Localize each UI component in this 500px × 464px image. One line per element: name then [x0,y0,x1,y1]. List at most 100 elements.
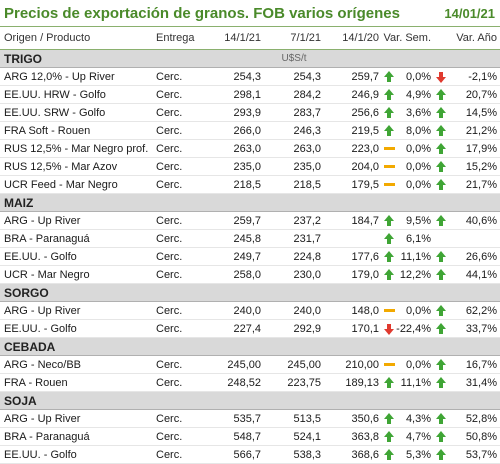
delivery: Cerc. [152,139,204,158]
var-sem-value: 12,2% [396,265,435,284]
table-row: ARG 12,0% - Up River Cerc. 254,3 254,3 259,7… [0,67,500,86]
var-ano-value: 21,7% [448,175,500,194]
table-row: ARG - Up River Cerc. 535,7 513,5 350,6 4,3% 52… [0,409,500,428]
price-date-2: 245,00 [264,355,324,374]
arrow-up-icon [436,430,447,442]
arrow-up-icon [384,214,394,226]
arrow-up-icon [436,160,447,172]
price-date-2: 283,7 [264,103,324,122]
delivery: Cerc. [152,427,204,446]
table-row: FRA Soft - Rouen Cerc. 266,0 246,3 219,5 8,0%… [0,121,500,140]
delivery: Cerc. [152,409,204,428]
category-name: CEBADA [0,337,204,356]
var-sem-value: 0,0% [396,175,435,194]
arrow-up-icon [436,250,447,262]
price-date-1: 235,0 [204,157,264,176]
delivery: Cerc. [152,103,204,122]
product-name: UCR Feed - Mar Negro [0,175,152,194]
product-name: RUS 12,5% - Mar Azov [0,157,152,176]
var-ano-indicator [434,121,449,140]
arrow-up-icon [436,88,447,100]
delivery: Cerc. [152,175,204,194]
price-date-3: 189,13 [324,373,382,392]
var-sem-indicator [382,373,396,392]
price-date-1: 249,7 [204,247,264,266]
category-spacer [204,193,264,212]
price-date-2: 231,7 [264,229,324,248]
var-ano-value: 20,7% [448,85,500,104]
table-row: EE.UU. - Golfo Cerc. 249,7 224,8 177,6 11,1% 2… [0,247,500,266]
table-row: ARG - Up River Cerc. 259,7 237,2 184,7 9,5% 40… [0,211,500,230]
price-date-3: 350,6 [324,409,382,428]
var-sem-indicator [382,211,396,230]
price-date-2: 237,2 [264,211,324,230]
delivery: Cerc. [152,247,204,266]
var-sem-value: 3,6% [396,103,435,122]
category-row: MAIZ [0,193,500,212]
table-row: UCR Feed - Mar Negro Cerc. 218,5 218,5 179,5… [0,175,500,194]
var-ano-value: 50,8% [448,427,500,446]
arrow-up-icon [436,178,447,190]
var-sem-indicator [382,355,396,374]
price-date-1: 240,0 [204,301,264,320]
var-ano-value [448,229,500,248]
price-date-1: 218,5 [204,175,264,194]
price-date-2: 284,2 [264,85,324,104]
var-ano-indicator [434,373,449,392]
column-header-date-1: 14/1/21 [204,26,264,50]
var-ano-value: 15,2% [448,157,500,176]
arrow-up-icon [384,232,394,244]
price-date-3: 368,6 [324,445,382,464]
product-name: EE.UU. SRW - Golfo [0,103,152,122]
var-sem-value: -22,4% [396,319,435,338]
product-name: ARG - Up River [0,409,152,428]
price-date-3: 204,0 [324,157,382,176]
dash-icon [383,147,395,151]
var-sem-value: 0,0% [396,157,435,176]
table-row: BRA - Paranaguá Cerc. 245,8 231,7 6,1% [0,229,500,248]
var-sem-value: 0,0% [396,139,435,158]
report-header: Precios de exportación de granos. FOB va… [0,0,500,26]
price-date-2: 235,0 [264,157,324,176]
product-name: ARG - Up River [0,211,152,230]
price-date-3: 256,6 [324,103,382,122]
category-spacer [324,337,500,356]
product-name: BRA - Paranaguá [0,229,152,248]
column-header-entrega: Entrega [152,26,204,50]
category-spacer [204,391,264,410]
var-sem-indicator [382,301,396,320]
price-date-1: 298,1 [204,85,264,104]
price-date-2: 538,3 [264,445,324,464]
price-date-1: 258,0 [204,265,264,284]
var-sem-value: 5,3% [396,445,435,464]
var-sem-value: 11,1% [396,247,435,266]
price-date-1: 248,52 [204,373,264,392]
var-ano-value: 17,9% [448,139,500,158]
price-date-1: 266,0 [204,121,264,140]
arrow-up-icon [436,268,447,280]
product-name: UCR - Mar Negro [0,265,152,284]
arrow-up-icon [436,322,447,334]
delivery: Cerc. [152,67,204,86]
price-date-1: 259,7 [204,211,264,230]
category-spacer [324,391,500,410]
column-header-date-2: 7/1/21 [264,26,324,50]
arrow-up-icon [384,106,394,118]
var-ano-indicator [434,247,449,266]
category-spacer [324,283,500,302]
arrow-up-icon [436,448,447,460]
var-ano-indicator [434,427,449,446]
price-date-3: 148,0 [324,301,382,320]
category-spacer [324,193,500,212]
price-date-2: 224,8 [264,247,324,266]
price-date-2: 292,9 [264,319,324,338]
var-sem-value: 0,0% [396,355,435,374]
arrow-up-icon [384,88,394,100]
var-sem-indicator [382,85,396,104]
var-ano-value: 52,8% [448,409,500,428]
table-row: EE.UU. SRW - Golfo Cerc. 293,9 283,7 256,6 3,… [0,103,500,122]
var-ano-indicator [434,265,449,284]
var-ano-value: 40,6% [448,211,500,230]
var-ano-value: 33,7% [448,319,500,338]
var-ano-indicator [434,85,449,104]
